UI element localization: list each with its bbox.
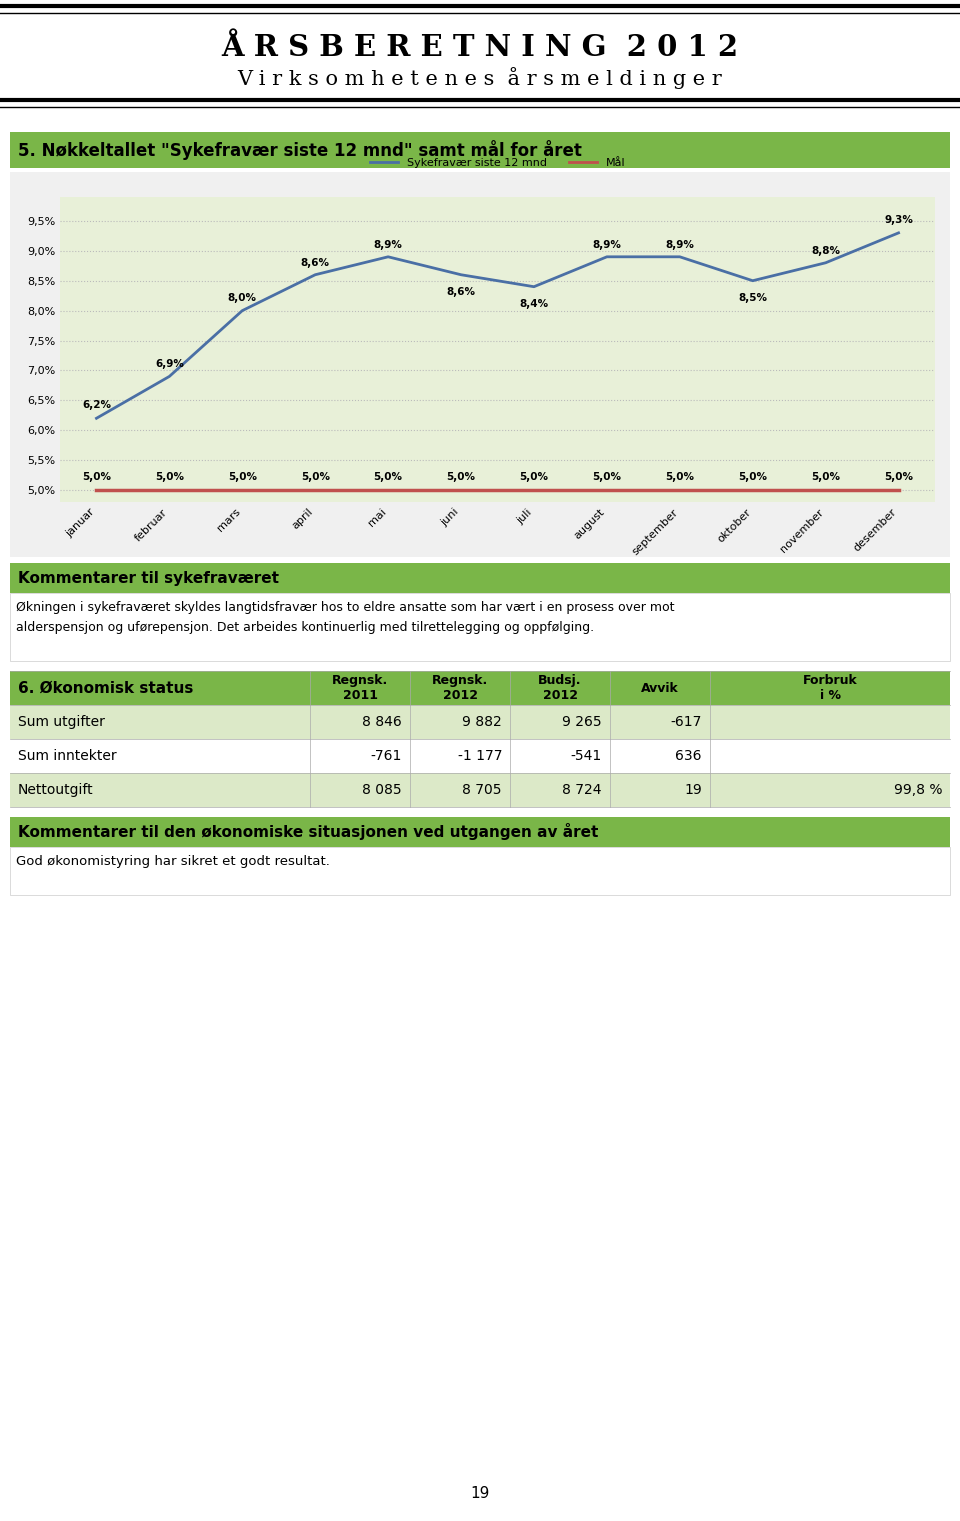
Text: Regnsk.
2011: Regnsk. 2011	[332, 674, 388, 703]
Text: Å R S B E R E T N I N G  2 0 1 2: Å R S B E R E T N I N G 2 0 1 2	[222, 32, 738, 61]
Text: 8 846: 8 846	[362, 715, 402, 729]
Text: Budsj.
2012: Budsj. 2012	[539, 674, 582, 703]
Text: 8,4%: 8,4%	[519, 298, 548, 309]
Text: 8,0%: 8,0%	[228, 294, 256, 303]
Text: Forbruk
i %: Forbruk i %	[803, 674, 857, 703]
Bar	[10, 773, 950, 808]
Text: 8,8%: 8,8%	[811, 245, 840, 256]
Text: 8 724: 8 724	[563, 783, 602, 797]
Bar	[10, 706, 950, 739]
Text: 8,9%: 8,9%	[592, 240, 621, 249]
Legend: Sykefravær siste 12 mnd, Mål: Sykefravær siste 12 mnd, Mål	[366, 154, 630, 173]
Text: 5,0%: 5,0%	[300, 472, 329, 482]
Text: Regnsk.
2012: Regnsk. 2012	[432, 674, 488, 703]
Text: 5,0%: 5,0%	[665, 472, 694, 482]
Bar	[10, 563, 950, 593]
Text: 5,0%: 5,0%	[228, 472, 256, 482]
Bar	[10, 671, 950, 706]
Text: 8,6%: 8,6%	[300, 257, 329, 268]
Bar	[10, 593, 950, 662]
Text: 9 265: 9 265	[563, 715, 602, 729]
Text: 5,0%: 5,0%	[592, 472, 621, 482]
Text: 8 085: 8 085	[362, 783, 402, 797]
Text: -1 177: -1 177	[458, 748, 502, 764]
Bar	[10, 817, 950, 847]
Bar	[10, 172, 950, 557]
Text: 5,0%: 5,0%	[446, 472, 475, 482]
Text: 5,0%: 5,0%	[738, 472, 767, 482]
Text: V i r k s o m h e t e n e s  å r s m e l d i n g e r: V i r k s o m h e t e n e s å r s m e l …	[238, 67, 722, 90]
Text: 6,2%: 6,2%	[82, 400, 111, 411]
Text: Økningen i sykefraværet skyldes langtidsfravær hos to eldre ansatte som har vært: Økningen i sykefraværet skyldes langtids…	[16, 601, 675, 634]
Text: -617: -617	[671, 715, 702, 729]
Text: 9 882: 9 882	[463, 715, 502, 729]
Text: 5,0%: 5,0%	[519, 472, 548, 482]
Text: Kommentarer til sykefraværet: Kommentarer til sykefraværet	[18, 570, 279, 586]
Text: -541: -541	[571, 748, 602, 764]
Text: Nettoutgift: Nettoutgift	[18, 783, 94, 797]
Text: 8,5%: 8,5%	[738, 292, 767, 303]
Text: Sum inntekter: Sum inntekter	[18, 748, 116, 764]
Bar	[10, 132, 950, 167]
Text: 6. Økonomisk status: 6. Økonomisk status	[18, 680, 193, 695]
Text: 5. Nøkkeltallet "Sykefravær siste 12 mnd" samt mål for året: 5. Nøkkeltallet "Sykefravær siste 12 mnd…	[18, 140, 582, 160]
Text: 5,0%: 5,0%	[155, 472, 184, 482]
Text: Avvik: Avvik	[641, 681, 679, 695]
Text: 6,9%: 6,9%	[155, 359, 183, 368]
Text: -761: -761	[371, 748, 402, 764]
Text: 8,9%: 8,9%	[373, 240, 402, 249]
Bar	[10, 847, 950, 894]
Text: 8,6%: 8,6%	[446, 286, 475, 297]
Text: 5,0%: 5,0%	[884, 472, 913, 482]
Text: 5,0%: 5,0%	[811, 472, 840, 482]
Text: 99,8 %: 99,8 %	[894, 783, 942, 797]
Text: 8,9%: 8,9%	[665, 240, 694, 249]
Bar	[10, 739, 950, 773]
Text: Kommentarer til den økonomiske situasjonen ved utgangen av året: Kommentarer til den økonomiske situasjon…	[18, 823, 598, 841]
Text: 636: 636	[676, 748, 702, 764]
Text: 8 705: 8 705	[463, 783, 502, 797]
Text: 5,0%: 5,0%	[373, 472, 402, 482]
Text: Sum utgifter: Sum utgifter	[18, 715, 105, 729]
Text: 19: 19	[684, 783, 702, 797]
Text: 9,3%: 9,3%	[884, 214, 913, 225]
Text: God økonomistyring har sikret et godt resultat.: God økonomistyring har sikret et godt re…	[16, 855, 330, 868]
Text: 5,0%: 5,0%	[82, 472, 111, 482]
Text: 19: 19	[470, 1486, 490, 1501]
